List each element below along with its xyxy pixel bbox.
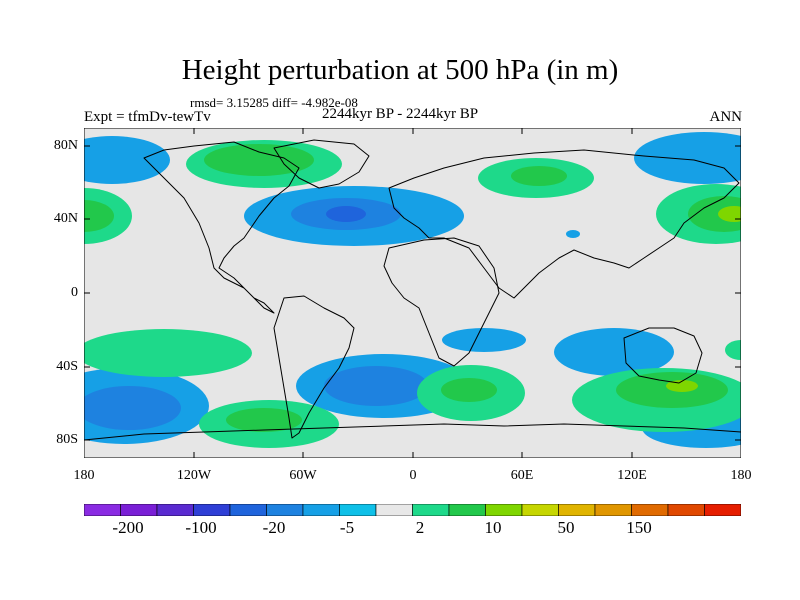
anomaly-region [441,378,497,402]
anomaly-region [634,132,741,184]
colorbar [84,504,741,516]
colorbar-swatch [521,504,559,516]
colorbar-label: 2 [415,518,425,537]
colorbar-swatch [84,504,121,516]
negative-anomaly-regions [84,132,741,448]
colorbar-swatch [375,504,413,516]
colorbar-label: -200 [112,518,144,537]
colorbar-swatch [448,504,486,516]
lat-label-40n: 40N [53,211,78,226]
anomaly-region [566,230,580,238]
anomaly-region [204,144,314,176]
lat-label-40s: 40S [56,359,78,374]
anomaly-region [324,366,428,406]
colorbar-label: 50 [557,518,575,537]
lat-label-80s: 80S [56,432,78,447]
anomaly-region [718,206,741,222]
colorbar-swatch [667,504,705,516]
season-label: ANN [709,109,743,125]
stats-line: rmsd= 3.15285 diff= -4.982e-08 [190,95,358,110]
colorbar-swatch [412,504,450,516]
lon-label-60e: 60E [510,468,534,483]
colorbar-swatch [558,504,596,516]
anomaly-region [226,408,302,432]
anomaly-region [326,206,366,222]
colorbar-label: -20 [262,518,286,537]
africa-coast [383,237,500,367]
colorbar-swatch [302,504,340,516]
anomaly-region [84,136,170,184]
colorbar-swatch [485,504,523,516]
anomaly-region [84,200,114,232]
experiment-label: Expt = tfmDv-tewTv [84,109,211,125]
lat-label-80n: 80N [53,138,78,153]
anomaly-region [554,328,674,376]
lon-label-120w: 120W [176,468,212,483]
period-label: 2244kyr BP - 2244kyr BP [321,106,479,122]
north-america-coast [143,141,300,314]
lon-label-120e: 120E [617,468,647,483]
lon-label-180e: 180 [730,468,752,483]
anomaly-region [725,340,741,360]
lon-label-180w: 180 [73,468,95,483]
colorbar-label: 150 [626,518,652,537]
coastlines [84,139,741,441]
lon-label-0: 0 [409,468,417,483]
colorbar-label: -100 [185,518,217,537]
figure-title: Height perturbation at 500 hPa (in m) [181,54,619,86]
south-america-coast [273,295,355,439]
anomaly-region [84,386,181,430]
colorbar-swatch [229,504,267,516]
australia-coast [623,327,703,384]
colorbar-swatch [594,504,632,516]
anomaly-region [688,196,741,232]
anomaly-region [84,329,252,377]
colorbar-swatch [120,504,158,516]
colorbar-label: 10 [484,518,502,537]
antarctica-coast [84,423,741,441]
colorbar-swatch [631,504,669,516]
eurasia-coast [388,149,740,299]
positive-anomaly-regions [84,140,741,448]
colorbar-label: -5 [339,518,355,537]
colorbar-swatch [156,504,194,516]
anomaly-region [511,166,567,186]
lat-label-0: 0 [71,285,78,300]
colorbar-swatch [266,504,304,516]
anomaly-region [666,380,698,392]
axis-ticks [84,128,741,458]
map-panel [84,128,741,458]
colorbar-swatch [704,504,741,516]
anomaly-region [442,328,526,352]
colorbar-swatch [339,504,377,516]
colorbar-swatch [193,504,231,516]
greenland-coast [273,139,370,189]
lon-label-60w: 60W [289,468,317,483]
